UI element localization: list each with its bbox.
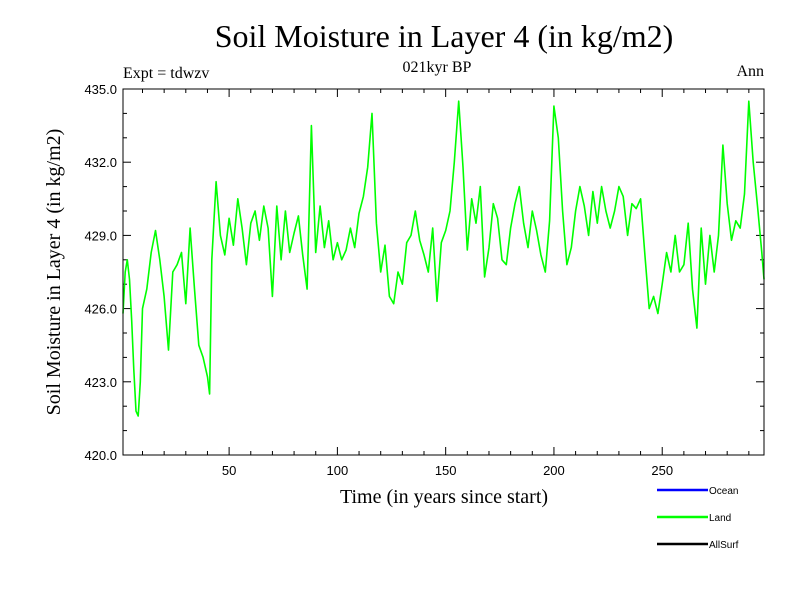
y-tick-label: 426.0 bbox=[84, 302, 117, 317]
y-tick-label: 423.0 bbox=[84, 375, 117, 390]
x-tick-label: 200 bbox=[543, 463, 565, 478]
y-axis-label: Soil Moisture in Layer 4 (in kg/m2) bbox=[43, 129, 65, 416]
season-label: Ann bbox=[736, 63, 764, 80]
x-tick-label: 100 bbox=[327, 463, 349, 478]
legend-label-allsurf: AllSurf bbox=[709, 540, 739, 551]
chart-title: Soil Moisture in Layer 4 (in kg/m2) bbox=[215, 18, 674, 54]
y-tick-label: 420.0 bbox=[84, 448, 117, 463]
legend-label-land: Land bbox=[709, 513, 731, 524]
x-axis-label: Time (in years since start) bbox=[340, 486, 548, 508]
series-line-land bbox=[122, 100, 765, 417]
plot-frame bbox=[122, 88, 765, 456]
x-tick-label: 250 bbox=[651, 463, 673, 478]
legend: Ocean Land AllSurf bbox=[657, 486, 739, 551]
y-axis-ticks: 420.0 423.0 426.0 429.0 432.0 435.0 bbox=[84, 82, 764, 463]
y-tick-label: 432.0 bbox=[84, 155, 117, 170]
x-tick-label: 150 bbox=[435, 463, 457, 478]
legend-label-ocean: Ocean bbox=[709, 486, 738, 497]
y-tick-label: 429.0 bbox=[84, 228, 117, 243]
experiment-label: Expt = tdwzv bbox=[123, 65, 209, 82]
x-tick-label: 50 bbox=[222, 463, 236, 478]
x-axis-ticks: 50 100 150 200 250 bbox=[141, 89, 750, 478]
chart-subtitle: 021kyr BP bbox=[403, 59, 472, 76]
y-tick-label: 435.0 bbox=[84, 82, 117, 97]
series-layer bbox=[122, 100, 765, 417]
